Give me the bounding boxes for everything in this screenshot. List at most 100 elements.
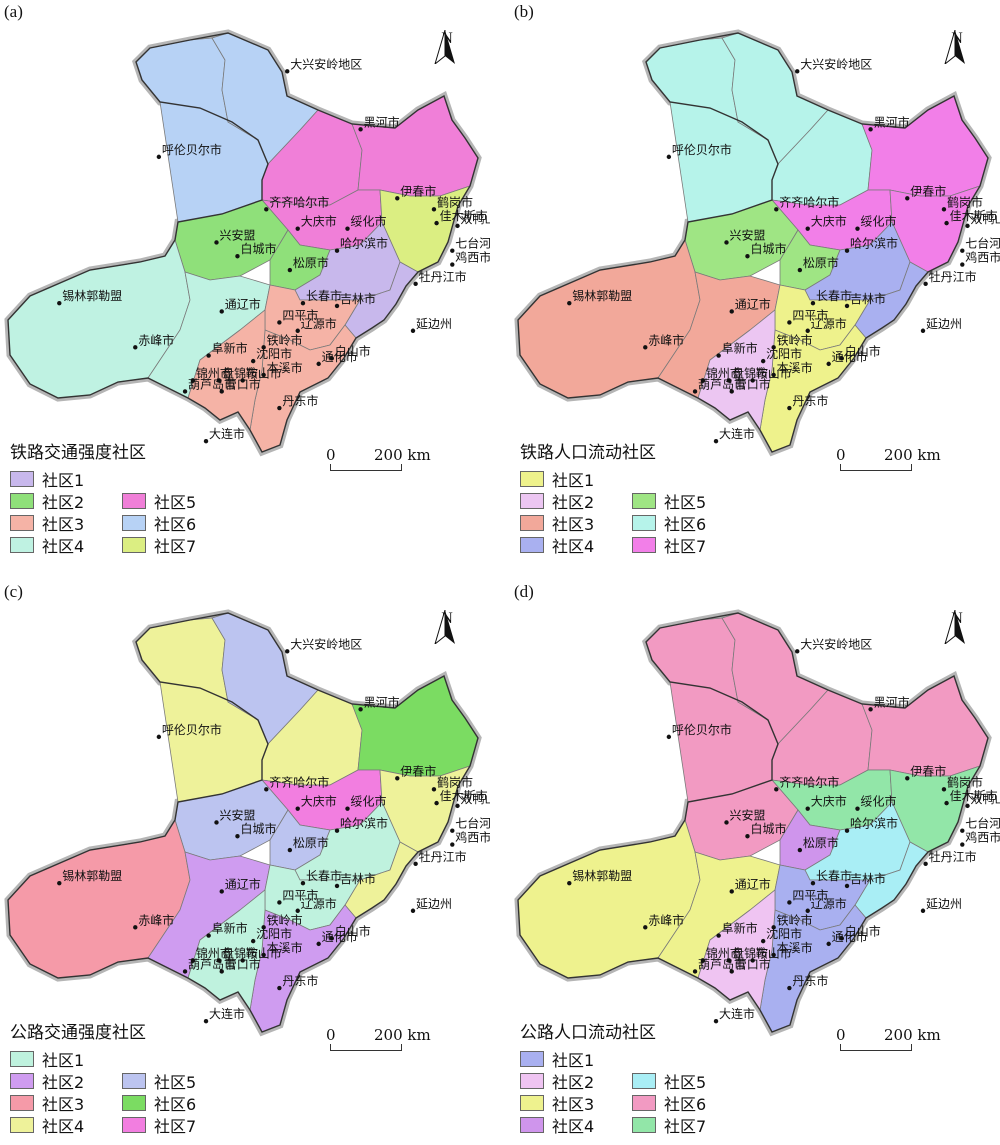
city-dot [345, 806, 350, 811]
legend-item: 社区2 [520, 1070, 594, 1092]
city-label: 松原市 [293, 255, 329, 270]
city-label: 通辽市 [735, 876, 771, 891]
city-dot [729, 389, 734, 394]
city-label: 大连市 [209, 1006, 245, 1021]
city-dot [410, 328, 416, 333]
city-label: 哈尔滨市 [340, 236, 388, 251]
city-label: 四平市 [282, 307, 318, 322]
city-label: 兴安盟 [730, 807, 766, 822]
choropleth-map: 大兴安岭地区黑河市呼伦贝尔市伊春市鹤岗市双鸭山市佳木斯市七台河市鸡西市 齐齐哈尔市… [514, 29, 1000, 457]
boundary-outline [7, 32, 479, 453]
city-label: 佳木斯市 [950, 208, 998, 223]
city-dot [726, 378, 732, 383]
city-dot [826, 941, 831, 947]
legend-item: 社区4 [10, 1114, 84, 1136]
scale-zero: 0 [836, 1026, 846, 1044]
city-dot [774, 207, 779, 212]
map-panel: 大兴安岭地区黑河市呼伦贝尔市伊春市鹤岗市双鸭山市佳木斯市七台河市鸡西市 齐齐哈尔市… [510, 580, 1000, 1145]
city-dot [219, 969, 224, 974]
legend-label: 社区4 [552, 1117, 595, 1136]
city-label: 鸡西市 [455, 250, 490, 265]
city-dot [666, 734, 672, 740]
legend-item: 社区7 [122, 1114, 196, 1136]
city-dot [287, 267, 293, 273]
legend-swatch [520, 493, 544, 509]
city-label: 鞍山市 [246, 365, 282, 380]
city-label: 黑河市 [364, 114, 400, 129]
legend-label: 社区2 [552, 493, 595, 512]
legend-label: 社区6 [664, 1095, 707, 1114]
city-label: 白山市 [845, 923, 881, 938]
city-label: 双鸭山市 [461, 211, 490, 226]
city-dot [206, 353, 211, 358]
city-label: 伊春市 [400, 763, 436, 778]
legend-item: 社区4 [520, 534, 594, 556]
scale-distance: 200 km [884, 1026, 941, 1044]
city-label: 锡林郭勒盟 [62, 288, 122, 303]
legend-label: 社区3 [552, 515, 595, 534]
legend-item: 社区7 [122, 534, 196, 556]
city-label: 盘锦市 [222, 945, 258, 960]
choropleth-map: 大兴安岭地区黑河市呼伦贝尔市伊春市鹤岗市双鸭山市佳木斯市七台河市鸡西市 齐齐哈尔市… [4, 609, 490, 1037]
legend-swatch [520, 471, 544, 487]
city-label: 牡丹江市 [929, 269, 977, 284]
city-dot [250, 938, 256, 944]
legend-label: 社区5 [664, 1073, 707, 1092]
city-label: 营口市 [735, 956, 771, 971]
map-panel: 大兴安岭地区黑河市呼伦贝尔市伊春市鹤岗市双鸭山市佳木斯市七台河市鸡西市 齐齐哈尔市… [0, 0, 500, 572]
city-label: 锦州市 [196, 945, 232, 960]
city-label: 沈阳市 [256, 926, 292, 941]
city-dot [692, 969, 698, 974]
city-label: 白城市 [750, 241, 786, 256]
city-label: 大连市 [719, 1006, 755, 1021]
city-label: 沈阳市 [766, 926, 802, 941]
city-dot [729, 889, 734, 894]
city-dot [771, 372, 776, 378]
city-label: 通化市 [322, 349, 358, 364]
legend-item: 社区6 [632, 1092, 706, 1114]
city-label: 鹤岗市 [437, 194, 473, 209]
city-dot [156, 154, 162, 160]
city-label: 四平市 [792, 307, 828, 322]
city-label: 赤峰市 [138, 912, 174, 927]
city-dot [264, 207, 269, 212]
city-dot [960, 828, 965, 833]
city-dot [277, 405, 282, 411]
city-dot [666, 154, 672, 160]
city-label: 哈尔滨市 [850, 236, 898, 251]
city-dot [771, 952, 776, 958]
city-dot [261, 345, 266, 350]
city-dot [844, 828, 850, 833]
city-label: 铁岭市 [267, 332, 303, 347]
city-label: 七台河市 [455, 816, 490, 831]
city-label: 绥化市 [861, 794, 897, 809]
legend: 公路人口流动社区 社区1 社区2 社区3 社区4 社区5 社区6 社区7 [520, 1018, 780, 1145]
panel-letter: (d) [514, 582, 534, 601]
legend-label: 社区7 [154, 537, 197, 556]
city-label: 锡林郭勒盟 [572, 868, 632, 883]
city-label: 绥化市 [861, 214, 897, 229]
legend-swatch [632, 1117, 656, 1133]
map-panel: 大兴安岭地区黑河市呼伦贝尔市伊春市鹤岗市双鸭山市佳木斯市七台河市鸡西市 齐齐哈尔市… [510, 0, 1000, 572]
legend-swatch [520, 1117, 544, 1133]
city-dot [295, 908, 300, 913]
city-dot [235, 834, 240, 839]
legend-swatch [122, 537, 146, 553]
city-label: 牡丹江市 [419, 849, 467, 864]
city-dot [431, 207, 437, 212]
city-dot [316, 361, 321, 367]
legend: 铁路交通强度社区 社区1 社区2 社区3 社区4 社区5 社区6 社区7 [10, 438, 270, 578]
legend-item: 社区3 [520, 512, 594, 534]
scale-zero: 0 [836, 446, 846, 464]
legend-item: 社区1 [10, 468, 84, 490]
legend-item: 社区3 [520, 1092, 594, 1114]
legend-item: 社区2 [10, 490, 84, 512]
legend-swatch [632, 493, 656, 509]
city-label: 呼伦贝尔市 [162, 142, 222, 157]
legend-label: 社区7 [664, 537, 707, 556]
city-label: 葫芦岛市 [188, 956, 236, 971]
city-dot [277, 985, 282, 991]
city-dot [923, 281, 928, 287]
north-arrow-icon: N [943, 610, 971, 644]
